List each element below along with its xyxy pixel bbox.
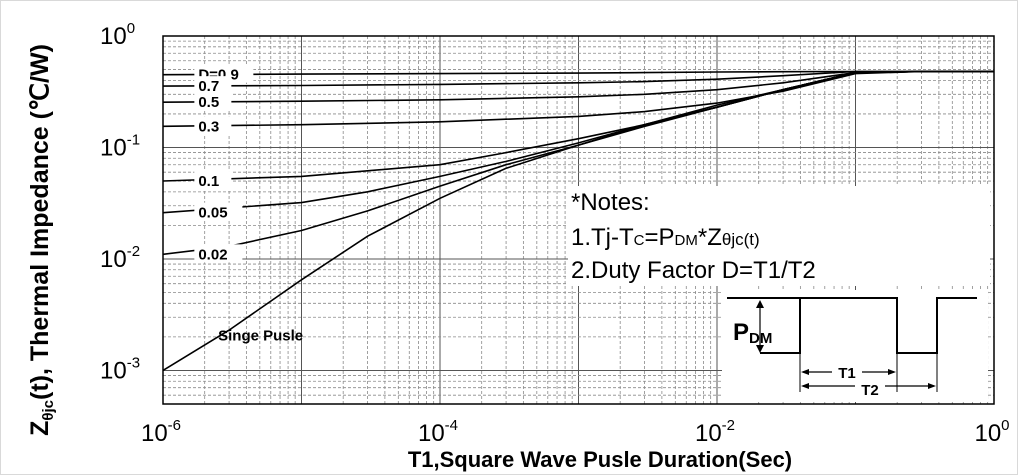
y-tick-label: 100 — [100, 20, 135, 50]
series-line-7 — [163, 70, 994, 372]
notes-block: *Notes: 1.Tj-TC=PDM*Zθjc(t) 2.Duty Facto… — [568, 186, 990, 286]
y-axis-label: Zθjc(t), Thermal Impedance (℃/W) — [26, 44, 57, 436]
pdm-label: PDM — [733, 319, 772, 347]
pulse-waveform — [727, 297, 977, 354]
x-axis-label: T1,Square Wave Pusle Duration(Sec) — [408, 447, 792, 472]
t1-label: T1 — [838, 365, 856, 382]
pdm-arrow-head-bottom — [756, 345, 764, 353]
notes-title: *Notes: — [571, 189, 650, 216]
y-tick-labels: 100 10-1 10-2 10-3 — [100, 20, 140, 384]
curve-label: 0.7 — [198, 78, 219, 95]
curve-label: 0.5 — [198, 94, 219, 111]
notes-line-2: 2.Duty Factor D=T1/T2 — [571, 257, 816, 284]
curve-label-bg — [194, 92, 232, 111]
plot-area — [162, 35, 995, 405]
curve-label: 0.05 — [198, 205, 227, 222]
curve-label: 0.02 — [198, 246, 227, 263]
curve-label-bg — [194, 116, 232, 135]
y-tick-label: 10-1 — [100, 131, 140, 161]
curve-label: 0.1 — [198, 173, 219, 190]
notes-line-1: 1.Tj-TC=PDM*Zθjc(t) — [571, 224, 760, 251]
curve-label-bg — [194, 244, 243, 263]
curve-label-bg — [194, 76, 232, 95]
x-tick-label: 10-4 — [418, 417, 458, 447]
curve-label-bg — [194, 171, 232, 190]
y-tick-label: 10-2 — [100, 243, 140, 273]
pdm-arrow-head-top — [756, 300, 764, 308]
curve-label: Singe Pusle — [218, 328, 303, 345]
x-tick-label: 100 — [974, 417, 1009, 447]
x-tick-label: 10-2 — [695, 417, 735, 447]
x-tick-label: 10-6 — [141, 417, 181, 447]
curve-label-bg — [194, 202, 243, 221]
pulse-waveform-inset: PDM T1 T2 — [722, 290, 988, 402]
y-tick-label: 10-3 — [100, 354, 140, 384]
series-group — [163, 70, 994, 372]
x-tick-labels: 10-6 10-4 10-2 100 — [141, 417, 1010, 447]
t2-label: T2 — [861, 382, 879, 399]
curve-label: 0.3 — [198, 118, 219, 135]
